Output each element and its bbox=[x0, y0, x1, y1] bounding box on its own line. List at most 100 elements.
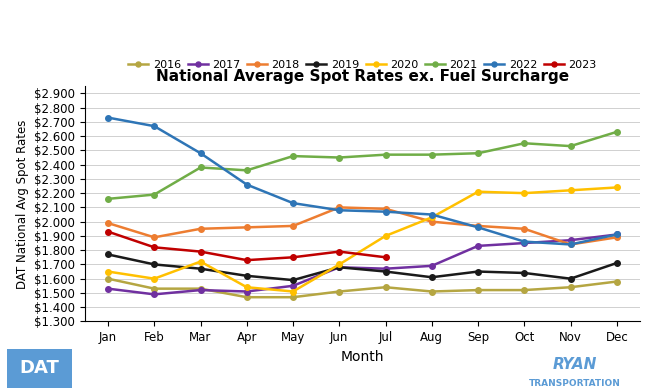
2020 bbox=[336, 262, 343, 267]
2019 bbox=[428, 275, 436, 279]
Line: 2023: 2023 bbox=[105, 229, 389, 263]
2019 bbox=[520, 270, 528, 275]
2018 bbox=[336, 205, 343, 210]
2016 bbox=[150, 286, 158, 291]
2016 bbox=[474, 288, 482, 292]
2019 bbox=[289, 278, 297, 283]
2020 bbox=[104, 269, 112, 274]
2020 bbox=[289, 289, 297, 294]
2023 bbox=[243, 258, 251, 263]
2016 bbox=[428, 289, 436, 294]
2018 bbox=[197, 227, 204, 231]
2017 bbox=[289, 283, 297, 288]
2021 bbox=[104, 196, 112, 201]
2021 bbox=[428, 152, 436, 157]
2022 bbox=[150, 124, 158, 129]
2019 bbox=[150, 262, 158, 267]
2020 bbox=[197, 259, 204, 264]
2022 bbox=[289, 201, 297, 205]
2022 bbox=[104, 115, 112, 120]
Line: 2016: 2016 bbox=[105, 276, 620, 300]
2020 bbox=[243, 285, 251, 290]
2016 bbox=[197, 286, 204, 291]
2023 bbox=[289, 255, 297, 260]
2016 bbox=[104, 276, 112, 281]
Text: TRANSPORTATION: TRANSPORTATION bbox=[529, 379, 620, 388]
2017 bbox=[381, 266, 389, 271]
2020 bbox=[613, 185, 621, 190]
2017 bbox=[243, 289, 251, 294]
2019 bbox=[104, 252, 112, 257]
2016 bbox=[243, 295, 251, 299]
Y-axis label: DAT National Avg Spot Rates: DAT National Avg Spot Rates bbox=[16, 119, 29, 289]
2019 bbox=[474, 269, 482, 274]
Line: 2021: 2021 bbox=[105, 129, 620, 201]
2021 bbox=[381, 152, 389, 157]
2019 bbox=[197, 266, 204, 271]
2020 bbox=[150, 276, 158, 281]
2017 bbox=[336, 265, 343, 270]
2022 bbox=[381, 209, 389, 214]
2019 bbox=[336, 265, 343, 270]
2018 bbox=[381, 207, 389, 211]
2023 bbox=[104, 229, 112, 234]
2022 bbox=[567, 242, 575, 247]
2020 bbox=[474, 189, 482, 194]
2019 bbox=[613, 261, 621, 265]
2021 bbox=[197, 165, 204, 170]
Text: DAT: DAT bbox=[19, 359, 59, 377]
2018 bbox=[474, 223, 482, 228]
2022 bbox=[243, 182, 251, 187]
Text: RYAN: RYAN bbox=[552, 358, 597, 372]
2022 bbox=[428, 212, 436, 217]
2016 bbox=[567, 285, 575, 290]
2019 bbox=[243, 274, 251, 278]
2018 bbox=[428, 219, 436, 224]
2022 bbox=[197, 151, 204, 156]
2023 bbox=[150, 245, 158, 250]
Line: 2020: 2020 bbox=[105, 185, 620, 294]
2019 bbox=[567, 276, 575, 281]
2017 bbox=[104, 286, 112, 291]
Title: National Average Spot Rates ex. Fuel Surcharge: National Average Spot Rates ex. Fuel Sur… bbox=[156, 69, 569, 83]
2020 bbox=[428, 215, 436, 220]
2016 bbox=[381, 285, 389, 290]
2020 bbox=[567, 188, 575, 192]
2019 bbox=[381, 269, 389, 274]
2018 bbox=[150, 235, 158, 240]
2021 bbox=[336, 155, 343, 160]
2021 bbox=[613, 129, 621, 134]
Line: 2017: 2017 bbox=[105, 232, 620, 297]
2018 bbox=[613, 235, 621, 240]
2021 bbox=[567, 144, 575, 149]
2017 bbox=[474, 243, 482, 248]
2021 bbox=[520, 141, 528, 145]
2022 bbox=[336, 208, 343, 212]
2018 bbox=[520, 227, 528, 231]
Line: 2019: 2019 bbox=[105, 252, 620, 283]
2023 bbox=[336, 249, 343, 254]
2016 bbox=[289, 295, 297, 299]
2023 bbox=[381, 255, 389, 260]
2017 bbox=[428, 263, 436, 268]
2016 bbox=[336, 289, 343, 294]
2017 bbox=[520, 241, 528, 245]
Line: 2018: 2018 bbox=[105, 205, 620, 247]
2017 bbox=[150, 292, 158, 297]
2017 bbox=[197, 288, 204, 292]
2016 bbox=[613, 279, 621, 284]
2022 bbox=[613, 232, 621, 237]
2018 bbox=[243, 225, 251, 230]
2018 bbox=[104, 221, 112, 225]
2022 bbox=[474, 225, 482, 230]
2020 bbox=[520, 191, 528, 196]
2021 bbox=[243, 168, 251, 173]
2018 bbox=[289, 223, 297, 228]
2017 bbox=[613, 232, 621, 237]
2018 bbox=[567, 242, 575, 247]
2021 bbox=[289, 154, 297, 158]
Line: 2022: 2022 bbox=[105, 115, 620, 247]
2016 bbox=[520, 288, 528, 292]
2021 bbox=[150, 192, 158, 197]
2020 bbox=[381, 234, 389, 238]
